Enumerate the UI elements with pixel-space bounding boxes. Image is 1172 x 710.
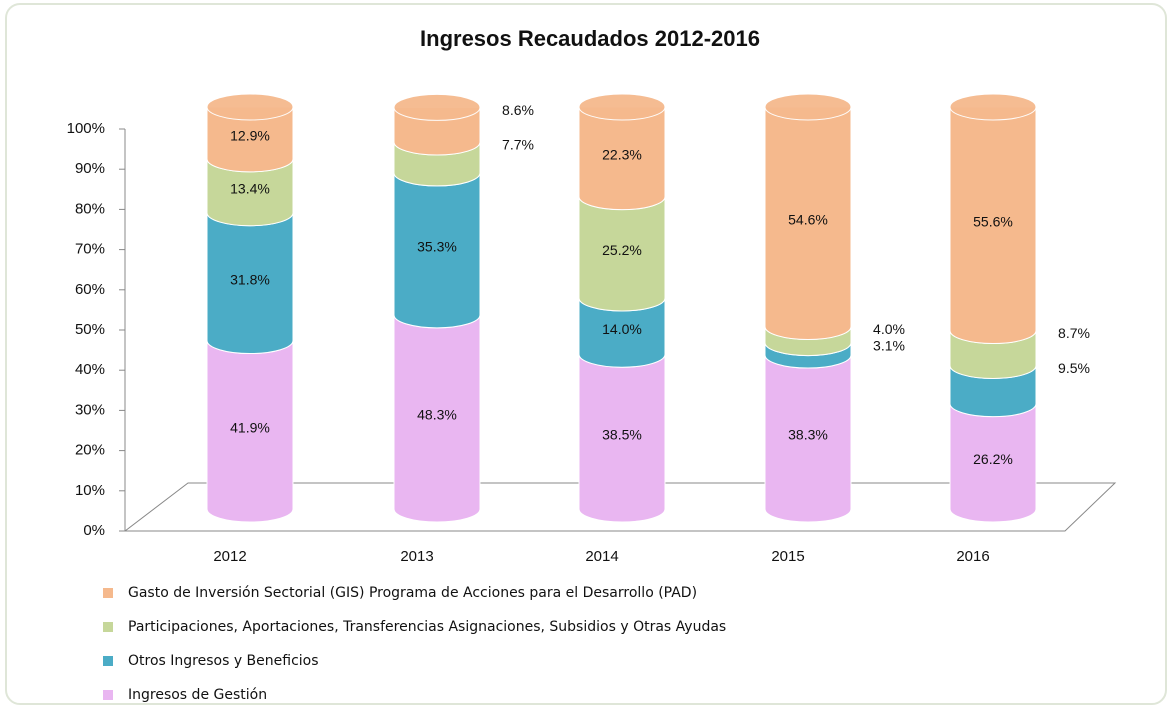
chart-title: Ingresos Recaudados 2012-2016 <box>420 26 760 51</box>
bar-cap <box>206 93 294 121</box>
bar-segment <box>393 172 481 329</box>
legend-label: Ingresos de Gestión <box>128 687 267 703</box>
bar-segment <box>393 106 481 156</box>
bar-segment <box>949 106 1037 344</box>
bar-segment <box>206 158 294 227</box>
bar-segment <box>578 196 666 312</box>
y-tick-label: 90% <box>75 160 105 177</box>
legend-swatch <box>103 622 113 632</box>
data-label: 8.7% <box>1058 325 1090 341</box>
data-label: 3.1% <box>873 337 905 353</box>
y-tick-label: 10% <box>75 482 105 499</box>
data-label: 7.7% <box>502 137 534 153</box>
x-tick-label: 2014 <box>585 548 618 565</box>
data-label: 14.0% <box>602 321 642 337</box>
bar-segment <box>578 353 666 523</box>
y-tick-label: 40% <box>75 361 105 378</box>
data-label: 8.6% <box>502 102 534 118</box>
legend-label: Gasto de Inversión Sectorial (GIS) Progr… <box>128 585 697 601</box>
legend-label: Otros Ingresos y Beneficios <box>128 653 319 669</box>
bar-segment <box>206 212 294 355</box>
bar-segment <box>764 106 852 340</box>
legend-label: Participaciones, Aportaciones, Transfere… <box>128 619 726 635</box>
y-tick-label: 50% <box>75 321 105 338</box>
bar-segment <box>949 330 1037 379</box>
bar-segment <box>949 364 1037 418</box>
data-label: 54.6% <box>788 211 828 227</box>
y-tick-label: 100% <box>67 120 105 137</box>
bar-cap <box>949 93 1037 121</box>
x-tick-label: 2015 <box>771 548 804 565</box>
data-label: 4.0% <box>873 321 905 337</box>
legend-swatch <box>103 588 113 598</box>
bar-cap <box>393 93 481 121</box>
data-label: 41.9% <box>230 419 270 435</box>
legend-swatch <box>103 690 113 700</box>
data-label: 9.5% <box>1058 360 1090 376</box>
data-label: 48.3% <box>417 407 457 423</box>
y-tick-label: 60% <box>75 281 105 298</box>
bar-segment <box>578 297 666 368</box>
data-label: 26.2% <box>973 451 1013 467</box>
bar-cap <box>764 93 852 121</box>
y-tick-label: 0% <box>83 522 105 539</box>
bar-segment <box>206 106 294 173</box>
bar-cap <box>578 93 666 121</box>
y-tick-label: 70% <box>75 241 105 258</box>
bar-segment <box>393 314 481 523</box>
data-label: 55.6% <box>973 213 1013 229</box>
bar-segment <box>578 106 666 211</box>
y-tick-label: 80% <box>75 200 105 217</box>
x-tick-label: 2013 <box>400 548 433 565</box>
data-label: 12.9% <box>230 128 270 144</box>
data-label: 13.4% <box>230 180 270 196</box>
data-label: 25.2% <box>602 242 642 258</box>
bar-segment <box>949 403 1037 523</box>
legend-swatch <box>103 656 113 666</box>
y-tick-label: 30% <box>75 401 105 418</box>
data-label: 31.8% <box>230 271 270 287</box>
bar-segment <box>764 354 852 523</box>
data-label: 38.3% <box>788 427 828 443</box>
x-tick-label: 2016 <box>956 548 989 565</box>
data-label: 38.5% <box>602 426 642 442</box>
y-tick-label: 20% <box>75 442 105 459</box>
data-label: 22.3% <box>602 147 642 163</box>
data-label: 35.3% <box>417 239 457 255</box>
x-tick-label: 2012 <box>213 548 246 565</box>
bar-segment <box>206 340 294 523</box>
